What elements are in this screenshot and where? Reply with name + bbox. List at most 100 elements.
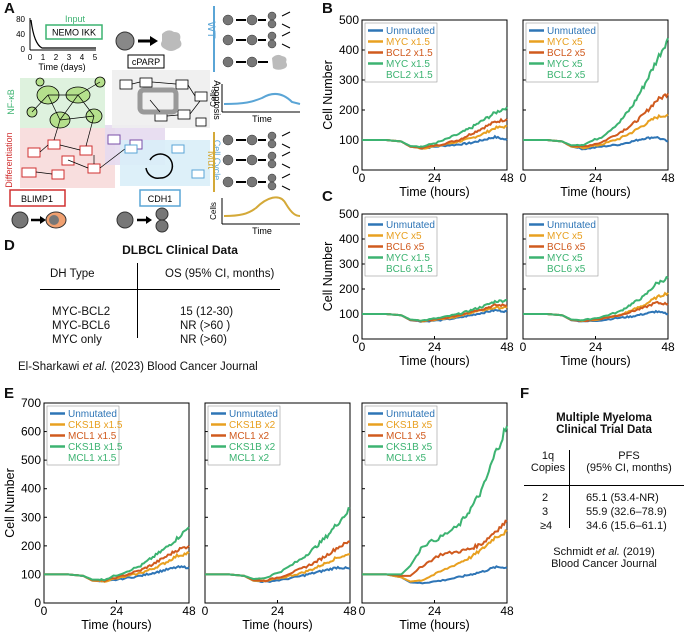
- x-tick-label: 48: [500, 340, 514, 354]
- input-xtick: 2: [54, 53, 59, 62]
- apoptosis-feedback-loop: [137, 87, 179, 115]
- series-line-myc-x5-bcl2-x5: [523, 37, 669, 147]
- x-tick-label: 0: [359, 171, 366, 185]
- series-line-myc-x1-5-bcl2-x1-5: [362, 106, 508, 149]
- myeloma-row-copies: ≥4: [540, 520, 553, 532]
- legend-entry: CKS1B x1.5: [68, 442, 123, 453]
- series-line-cks1b-x2-mcl1-x2: [205, 506, 351, 581]
- chart-c1: 0 24 48 0 100 200 300 400 500 Time (hours) Cell Nu…: [321, 207, 514, 368]
- dlbcl-row-type: MYC-BCL6: [52, 320, 111, 332]
- input-plot: 80 40 0 0 1 2 3 4 5 Time (days) Input NE…: [16, 14, 103, 72]
- x-tick-label: 24: [271, 604, 285, 618]
- y-tick-label: 0: [34, 596, 41, 610]
- dlbcl-citation-journal: (2023) Blood Cancer Journal: [107, 361, 258, 373]
- x-tick-label: 24: [428, 340, 442, 354]
- x-axis-label: Time (hours): [242, 618, 312, 632]
- y-axis-label: Cell Number: [321, 242, 335, 311]
- y-tick-label: 400: [339, 43, 359, 57]
- wt-cells-label: Cells: [209, 89, 218, 107]
- mut-time-label: Time: [252, 226, 272, 236]
- wt-time-label: Time: [252, 114, 272, 124]
- y-tick-label: 400: [339, 232, 359, 246]
- panel-letter-f: F: [520, 385, 530, 402]
- x-tick-label: 24: [428, 604, 442, 618]
- myeloma-citation-year: (2019): [619, 546, 655, 558]
- dlbcl-column-rule: [137, 263, 138, 338]
- chart-b1: 0 24 48 0 100 200 300 400 500 Time (hours) Cell Nu…: [321, 13, 514, 199]
- legend-entry: CKS1B x2: [229, 420, 276, 431]
- legend-entry: BCL2 x1.5: [386, 70, 433, 81]
- myeloma-col2-header: PFS (95% CI, months): [574, 450, 684, 474]
- myeloma-citation-journal: Blood Cancer Journal: [551, 558, 657, 570]
- cdh1-label: CDH1: [148, 194, 173, 204]
- myeloma-row-pfs: 55.9 (32.6–78.9): [586, 506, 667, 518]
- x-axis-label: Time (hours): [560, 185, 630, 199]
- x-axis-label: Time (hours): [399, 618, 469, 632]
- cell-icon: [11, 211, 29, 229]
- x-tick-label: 48: [500, 604, 514, 618]
- apoptosis-nodes: [119, 77, 208, 127]
- dlbcl-col1-header: DH Type: [50, 268, 95, 280]
- myeloma-header-rule: [524, 485, 684, 486]
- myeloma-column-rule: [569, 450, 570, 528]
- x-tick-label: 0: [202, 604, 209, 618]
- myeloma-col1-header: 1q Copies: [530, 450, 566, 474]
- x-tick-label: 48: [343, 604, 357, 618]
- legend-entry: Unmutated: [386, 26, 435, 37]
- legend-entry: MYC x5: [547, 37, 583, 48]
- legend-entry: BCL2 x5: [547, 48, 586, 59]
- dlbcl-row-os: NR (>60): [180, 334, 227, 346]
- x-tick-label: 0: [520, 340, 527, 354]
- series-line-myc-x1-5-bcl6-x1-5: [362, 299, 508, 322]
- differentiation-nodes: [21, 139, 101, 180]
- x-tick-label: 0: [359, 340, 366, 354]
- legend-entry: MCL1 x1.5: [68, 431, 117, 442]
- x-tick-label: 24: [589, 340, 603, 354]
- wt-growth-curve: [223, 92, 301, 105]
- input-ytick-0: 0: [21, 45, 26, 54]
- legend-entry: BCL6 x5: [386, 242, 425, 253]
- x-tick-label: 24: [589, 171, 603, 185]
- legend-entry: CKS1B x1.5: [68, 420, 123, 431]
- input-label: Input: [65, 14, 86, 24]
- myeloma-row-pfs: 65.1 (53.4-NR): [586, 492, 659, 504]
- myeloma-row-copies: 2: [542, 492, 549, 504]
- myeloma-citation-author: Schmidt: [553, 546, 597, 558]
- nfkb-label: NF-κB: [6, 89, 16, 115]
- cdh1-box: [139, 189, 181, 207]
- dlbcl-table-title: DLBCL Clinical Data: [122, 243, 238, 257]
- x-tick-label: 0: [359, 604, 366, 618]
- cparp-label: cPARP: [132, 57, 160, 67]
- x-axis-label: Time (hours): [560, 354, 630, 368]
- y-tick-label: 500: [21, 453, 41, 467]
- dlbcl-row-os: NR (>60 ): [180, 320, 231, 332]
- legend-entry: Unmutated: [68, 409, 117, 420]
- y-tick-label: 0: [352, 163, 359, 177]
- wt-label: WT: [205, 21, 217, 38]
- legend-entry: CKS1B x5: [386, 420, 433, 431]
- mut-label: Mut: [205, 151, 217, 169]
- legend-entry: MYC x5: [547, 231, 583, 242]
- legend-entry: BCL6 x5: [547, 242, 586, 253]
- x-tick-label: 0: [41, 604, 48, 618]
- legend-entry: MCL1 x2: [229, 453, 269, 464]
- mut-cell-division: [222, 131, 277, 191]
- legend-entry: MYC x5: [547, 59, 583, 70]
- myeloma-col2-line2: (95% CI, months): [586, 462, 672, 474]
- y-axis-label: Cell Number: [321, 60, 335, 129]
- panel-letter-b: B: [322, 0, 333, 17]
- x-tick-label: 24: [428, 171, 442, 185]
- dlbcl-header-rule: [40, 289, 280, 290]
- mut-cells-label: Cells: [209, 202, 218, 220]
- input-xlabel: Time (days): [38, 62, 85, 72]
- input-ytick-80: 80: [16, 15, 25, 24]
- series-line-cks1b-x1-5-mcl1-x1-5: [44, 526, 190, 582]
- myeloma-col2-line1: PFS: [618, 450, 640, 462]
- legend-entry: Unmutated: [386, 409, 435, 420]
- blimp1-label: BLIMP1: [21, 194, 53, 204]
- chart-e1: 0 24 48 0 100 200 300 400 500 600 700 Time (hours) C…: [3, 396, 196, 632]
- y-tick-label: 200: [21, 539, 41, 553]
